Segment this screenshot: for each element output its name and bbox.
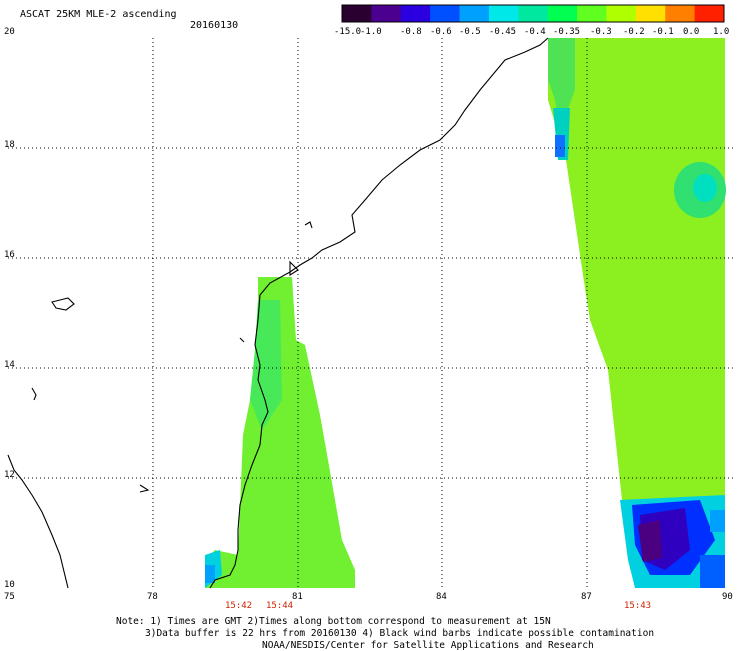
lat-label: 20 <box>4 27 15 37</box>
colorbar-label: -15.0 <box>334 27 362 37</box>
colorbar-segment <box>518 5 549 22</box>
east-swath <box>548 38 726 588</box>
colorbar-segment <box>547 5 578 22</box>
note-line-3: NOAA/NESDIS/Center for Satellite Applica… <box>262 640 594 651</box>
colorbar <box>341 4 725 23</box>
lat-label: 10 <box>4 580 15 590</box>
colorbar-label: -0.6 <box>430 27 452 37</box>
swath-time: 15:42 <box>225 601 253 611</box>
colorbar-segment <box>694 5 725 22</box>
lat-label: 16 <box>4 250 15 260</box>
colorbar-label: -0.4 <box>524 27 546 37</box>
note-line-1: Note: 1) Times are GMT 2)Times along bot… <box>116 616 551 627</box>
colorbar-segment <box>606 5 637 22</box>
colorbar-label: -1.0 <box>360 27 382 37</box>
colorbar-label: -0.3 <box>590 27 612 37</box>
note-line-2: 3)Data buffer is 22 hrs from 20160130 4)… <box>145 628 655 639</box>
lon-label: 90 <box>722 592 733 602</box>
swath-time: 15:44 <box>266 601 294 611</box>
lon-label: 84 <box>436 592 447 602</box>
colorbar-label: -0.35 <box>553 27 581 37</box>
colorbar-label: 0.0 <box>683 27 700 37</box>
colorbar-label: -0.1 <box>652 27 674 37</box>
colorbar-segment <box>371 5 402 22</box>
colorbar-segment <box>400 5 431 22</box>
gridlines <box>8 38 733 588</box>
product-date: 20160130 <box>190 20 239 31</box>
lat-label: 14 <box>4 360 15 370</box>
colorbar-label: 1.0 <box>713 27 730 37</box>
colorbar-segment <box>488 5 519 22</box>
lon-label: 81 <box>292 592 303 602</box>
colorbar-border <box>341 4 725 23</box>
swath-time: 15:43 <box>624 601 652 611</box>
colorbar-label: -0.5 <box>459 27 481 37</box>
colorbar-label: -0.2 <box>623 27 645 37</box>
coastline <box>7 37 549 589</box>
colorbar-label: -0.45 <box>489 27 517 37</box>
colorbar-segment <box>635 5 666 22</box>
product-title: ASCAT 25KM MLE-2 ascending <box>20 9 177 20</box>
colorbar-segment <box>430 5 461 22</box>
colorbar-segment <box>665 5 696 22</box>
colorbar-segment <box>459 5 490 22</box>
lon-label: 78 <box>147 592 158 602</box>
lat-label: 18 <box>4 140 15 150</box>
lat-label: 12 <box>4 470 15 480</box>
west-swath <box>205 277 355 588</box>
colorbar-segment <box>577 5 607 22</box>
lon-label: 87 <box>581 592 592 602</box>
colorbar-segment <box>342 5 372 22</box>
colorbar-label: -0.8 <box>400 27 422 37</box>
lon-label: 75 <box>4 592 15 602</box>
